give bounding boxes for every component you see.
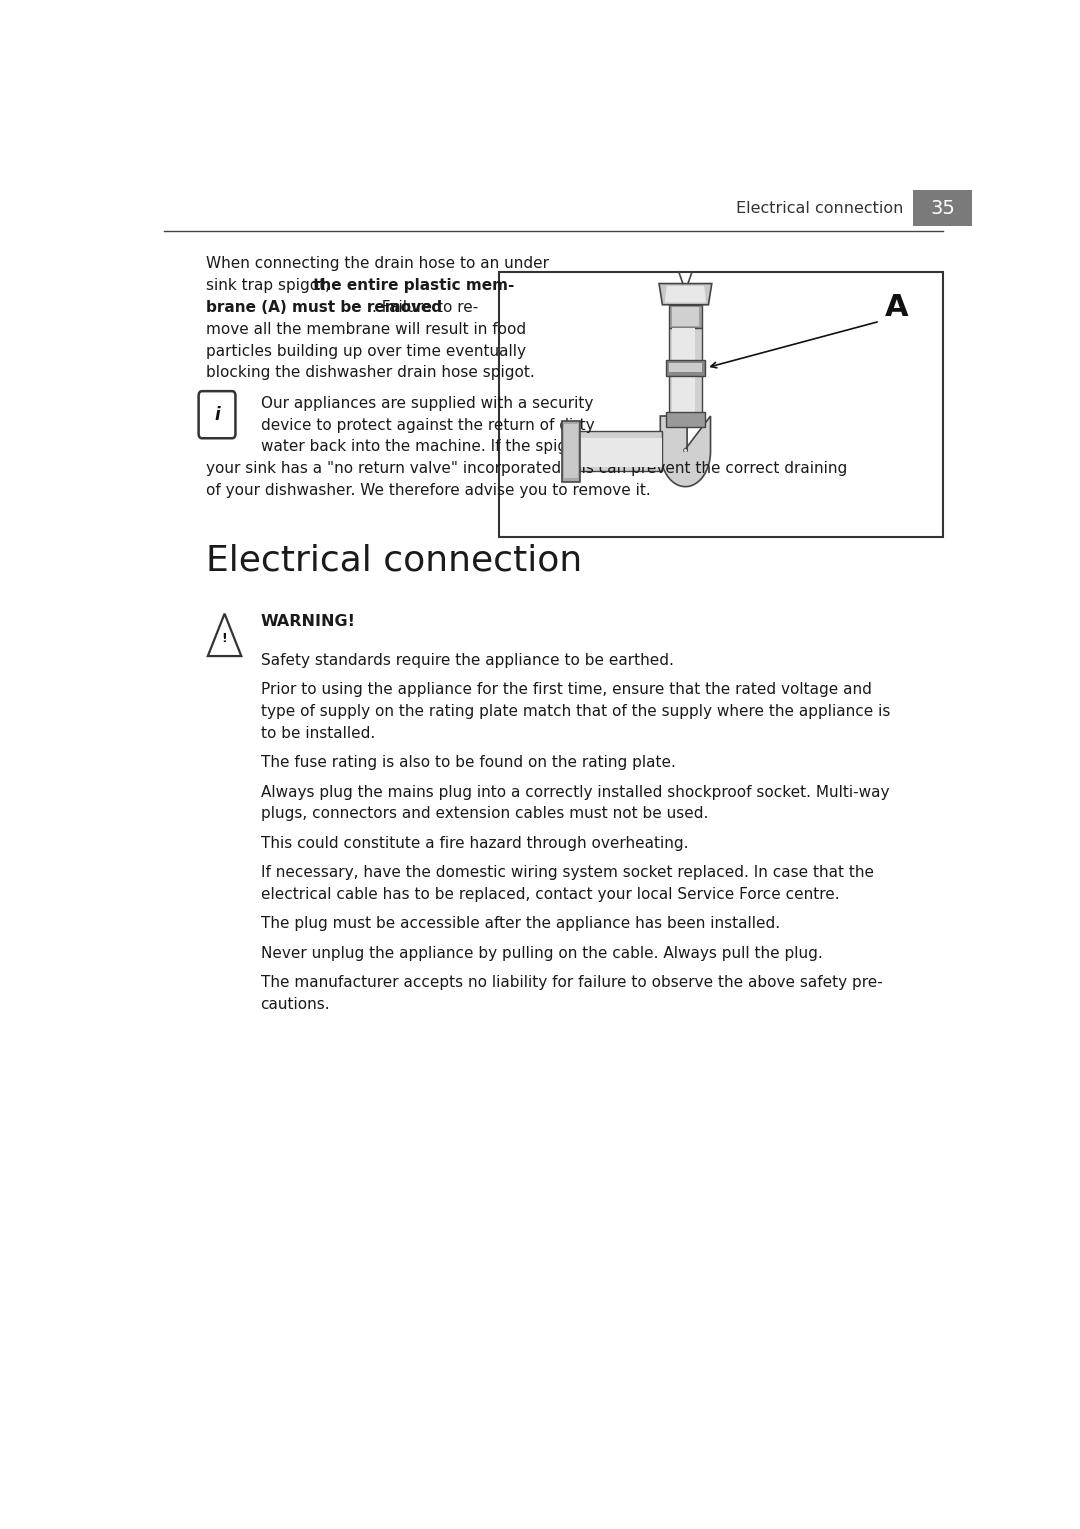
FancyBboxPatch shape — [199, 391, 235, 439]
Text: water back into the machine. If the spigot of: water back into the machine. If the spig… — [260, 439, 602, 454]
Bar — [672, 329, 696, 416]
Polygon shape — [660, 416, 711, 486]
Text: move all the membrane will result in food: move all the membrane will result in foo… — [206, 321, 526, 336]
Bar — [666, 413, 704, 427]
Text: Never unplug the appliance by pulling on the cable. Always pull the plug.: Never unplug the appliance by pulling on… — [260, 946, 822, 960]
Bar — [669, 362, 702, 373]
Text: Electrical connection: Electrical connection — [206, 544, 582, 578]
Bar — [669, 329, 702, 416]
Text: The plug must be accessible after the appliance has been installed.: The plug must be accessible after the ap… — [260, 916, 780, 931]
Bar — [672, 307, 699, 326]
Bar — [499, 272, 943, 537]
Text: type of supply on the rating plate match that of the supply where the appliance : type of supply on the rating plate match… — [260, 703, 890, 719]
Text: Prior to using the appliance for the first time, ensure that the rated voltage a: Prior to using the appliance for the fir… — [260, 682, 872, 697]
Polygon shape — [207, 613, 241, 656]
Bar — [566, 431, 662, 471]
Text: When connecting the drain hose to an under: When connecting the drain hose to an und… — [206, 257, 549, 272]
Text: i: i — [214, 405, 220, 424]
Polygon shape — [659, 283, 712, 304]
Bar — [669, 304, 702, 329]
Text: Our appliances are supplied with a security: Our appliances are supplied with a secur… — [260, 396, 593, 411]
Text: The manufacturer accepts no liability for failure to observe the above safety pr: The manufacturer accepts no liability fo… — [260, 976, 882, 991]
Text: A: A — [885, 292, 908, 321]
Text: Safety standards require the appliance to be earthed.: Safety standards require the appliance t… — [260, 653, 674, 668]
Bar — [914, 190, 972, 226]
Text: sink trap spigot,: sink trap spigot, — [206, 278, 335, 294]
Text: brane (A) must be removed: brane (A) must be removed — [206, 300, 443, 315]
Text: to be installed.: to be installed. — [260, 726, 375, 742]
Polygon shape — [684, 450, 687, 451]
Text: your sink has a "no return valve" incorporated this can prevent the correct drai: your sink has a "no return valve" incorp… — [206, 462, 848, 476]
Text: cautions.: cautions. — [260, 997, 330, 1012]
Text: the entire plastic mem-: the entire plastic mem- — [313, 278, 515, 294]
Text: device to protect against the return of dirty: device to protect against the return of … — [260, 417, 594, 433]
Text: WARNING!: WARNING! — [260, 613, 355, 628]
Text: particles building up over time eventually: particles building up over time eventual… — [206, 344, 526, 359]
Bar — [666, 359, 704, 376]
Text: Electrical connection: Electrical connection — [735, 200, 903, 216]
Text: blocking the dishwasher drain hose spigot.: blocking the dishwasher drain hose spigo… — [206, 365, 535, 381]
Text: !: ! — [221, 631, 228, 645]
Text: of your dishwasher. We therefore advise you to remove it.: of your dishwasher. We therefore advise … — [206, 483, 651, 498]
Bar — [566, 439, 662, 466]
Bar — [565, 424, 578, 479]
Text: The fuse rating is also to be found on the rating plate.: The fuse rating is also to be found on t… — [260, 755, 675, 771]
Text: Always plug the mains plug into a correctly installed shockproof socket. Multi-w: Always plug the mains plug into a correc… — [260, 784, 889, 800]
Text: This could constitute a fire hazard through overheating.: This could constitute a fire hazard thro… — [260, 836, 688, 850]
Text: electrical cable has to be replaced, contact your local Service Force centre.: electrical cable has to be replaced, con… — [260, 887, 839, 902]
Text: If necessary, have the domestic wiring system socket replaced. In case that the: If necessary, have the domestic wiring s… — [260, 865, 874, 881]
Polygon shape — [665, 286, 706, 303]
Bar — [562, 420, 580, 482]
Text: 35: 35 — [930, 199, 955, 217]
Text: . Failure to re-: . Failure to re- — [372, 300, 478, 315]
Text: plugs, connectors and extension cables must not be used.: plugs, connectors and extension cables m… — [260, 806, 707, 821]
